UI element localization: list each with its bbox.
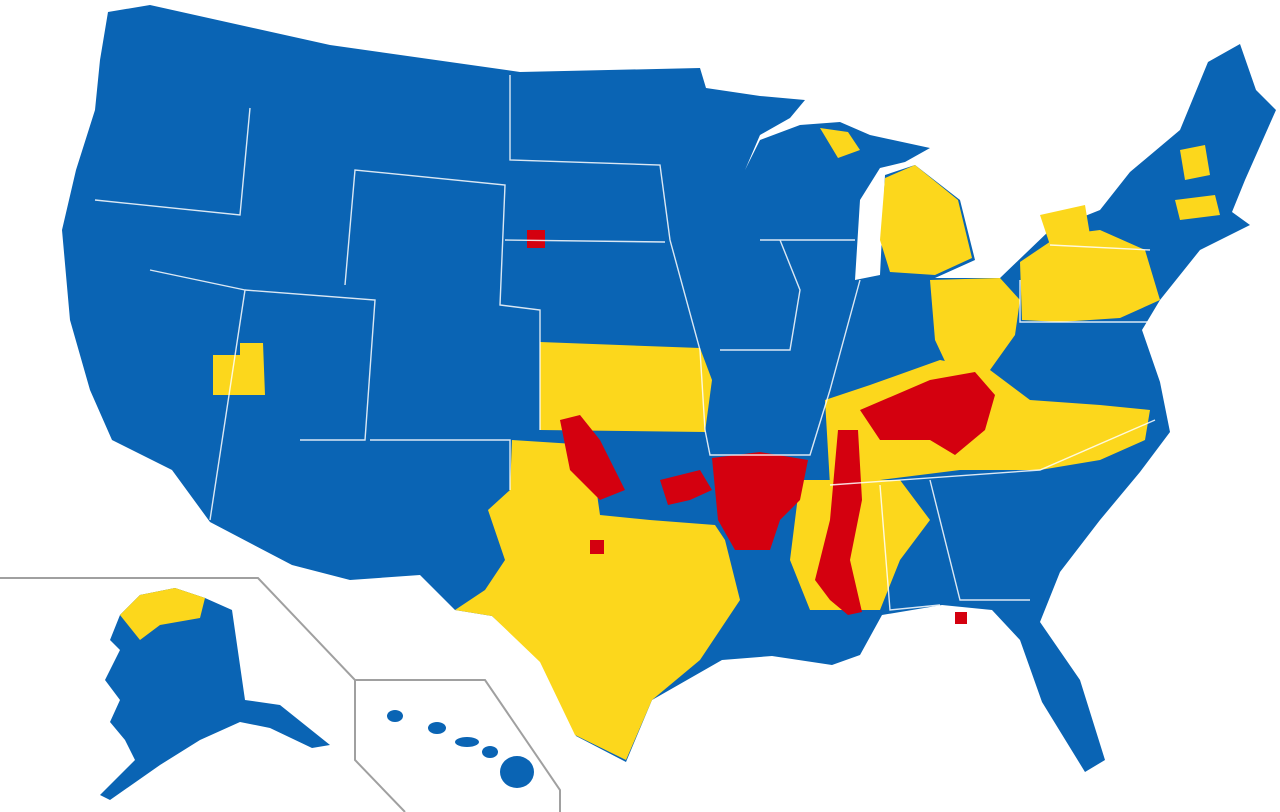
border [879,484,941,611]
region-texas-spot [590,540,604,554]
state-borders [94,75,1156,611]
region-maine [1180,145,1210,180]
region-nebraska [527,230,545,248]
hawaii [387,710,534,788]
island [482,746,498,758]
border [94,107,251,216]
border [1049,244,1151,251]
region-arkansas [712,452,808,550]
region-alaska-north-overlay [120,588,205,640]
island [428,722,446,734]
border [929,479,1030,601]
region-new-york [1040,205,1090,245]
border [829,419,1156,486]
region-kentucky [860,372,995,455]
border [504,239,666,243]
region-florida-spot [955,612,967,624]
region-new-england [1175,195,1220,220]
border [244,289,376,441]
island [387,710,403,722]
region-oklahoma-east [660,470,712,505]
border [344,169,541,430]
border [370,439,511,490]
region-texas [455,440,740,760]
region-upper-peninsula [820,128,860,158]
border [1019,280,1150,323]
border [720,239,801,351]
island [455,737,479,747]
island [500,756,534,788]
hawaii-inset-border [355,679,561,812]
region-nevada [213,343,265,395]
region-mississippi [815,430,862,615]
yellow-regions [120,128,1220,760]
region-pennsylvania [1020,230,1160,322]
region-kansas [540,342,712,432]
region-ohio [930,278,1020,372]
alaska [100,588,330,800]
border [704,279,861,456]
border [509,75,706,431]
region-michigan [880,165,972,275]
red-regions [527,230,995,624]
region-oklahoma [560,415,625,500]
